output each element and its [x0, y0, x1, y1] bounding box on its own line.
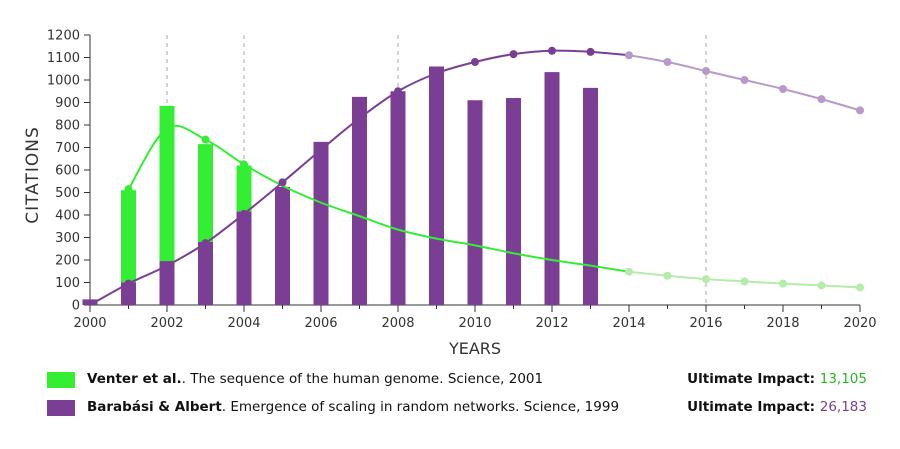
legend-item-venter: Venter et al.. The sequence of the human… — [47, 370, 867, 390]
point-barabasi-forecast-2014 — [625, 51, 633, 60]
y-tick-label: 800 — [55, 119, 80, 134]
point-barabasi-2003 — [201, 239, 210, 248]
point-barabasi-2006 — [317, 145, 325, 154]
point-barabasi-2004 — [240, 209, 248, 218]
y-tick-label: 1000 — [47, 74, 80, 89]
point-barabasi-2011 — [509, 50, 518, 59]
y-tick-label: 200 — [55, 254, 80, 269]
bar-barabasi-2007 — [352, 96, 367, 305]
bar-barabasi-2011 — [506, 98, 521, 305]
bar-barabasi-overlay-2002 — [159, 261, 175, 305]
legend-text-barabasi: . Emergence of scaling in random network… — [221, 399, 620, 415]
legend-swatch-barabasi — [47, 400, 75, 416]
bar-barabasi-2012 — [544, 72, 560, 305]
x-axis-label: YEARS — [448, 339, 501, 358]
x-tick-label: 2010 — [458, 316, 491, 331]
point-barabasi-2010 — [471, 58, 479, 66]
bar-barabasi-2009 — [429, 66, 444, 305]
x-tick-label: 2016 — [689, 316, 722, 331]
x-tick-label: 2008 — [381, 316, 414, 331]
point-barabasi-2005 — [278, 178, 287, 187]
bar-barabasi-overlay-2004 — [236, 211, 252, 305]
legend-impact-venter: Ultimate Impact: 13,105 — [687, 371, 867, 387]
x-tick-label: 2020 — [843, 316, 876, 331]
point-venter-forecast-2017 — [740, 277, 749, 286]
bar-barabasi-2005 — [275, 186, 290, 305]
y-tick-label: 600 — [55, 164, 80, 179]
x-tick-label: 2000 — [73, 316, 106, 331]
point-barabasi-2007 — [355, 114, 364, 123]
bar-venter-2001 — [121, 190, 136, 305]
point-venter-forecast-2020 — [856, 283, 864, 292]
bars — [82, 66, 598, 305]
legend-label-venter: Venter et al.. The sequence of the human… — [87, 371, 543, 387]
bar-barabasi-2000 — [82, 299, 98, 305]
legend-impact-barabasi: Ultimate Impact: 26,183 — [687, 399, 867, 415]
point-venter-forecast-2019 — [817, 281, 826, 290]
point-venter-forecast-2016 — [702, 275, 710, 284]
point-venter-2004 — [240, 160, 248, 169]
legend-text-venter: . The sequence of the human genome. Scie… — [181, 371, 544, 387]
point-barabasi-forecast-2016 — [702, 67, 710, 75]
point-barabasi-forecast-2020 — [856, 106, 864, 115]
point-barabasi-2001 — [124, 279, 133, 288]
point-venter-forecast-2018 — [779, 279, 787, 288]
point-barabasi-forecast-2018 — [779, 85, 787, 93]
y-tick-label: 500 — [55, 186, 80, 201]
x-tick-label: 2002 — [150, 316, 183, 331]
x-axis: 2000 2002 2004 2006 2008 2010 2012 2014 2016 2018… — [73, 304, 877, 331]
y-tick-label: 900 — [55, 96, 80, 111]
y-tick-label: 300 — [55, 231, 80, 246]
x-tick-label: 2006 — [304, 316, 337, 331]
y-tick-label: 0 — [72, 299, 80, 314]
point-barabasi-forecast-2015 — [663, 58, 672, 66]
points — [124, 46, 864, 292]
bar-barabasi-overlay-2001 — [121, 282, 136, 305]
legend-swatch-venter — [47, 372, 75, 388]
bar-barabasi-2006 — [313, 141, 329, 305]
y-tick-label: 100 — [55, 276, 80, 291]
y-axis: 0 100 200 300 400 500 600 700 800 900 1000 1100 1200 — [47, 29, 91, 314]
y-axis-label: CITATIONS — [23, 126, 43, 224]
y-tick-label: 1200 — [47, 29, 80, 44]
point-venter-2001 — [124, 185, 133, 194]
impact-value-venter: 13,105 — [819, 371, 867, 387]
x-tick-label: 2018 — [766, 316, 799, 331]
point-barabasi-2009 — [432, 69, 441, 78]
bar-barabasi-2013 — [583, 87, 598, 305]
bar-venter-2002 — [159, 105, 175, 305]
point-barabasi-2012 — [548, 46, 556, 55]
point-venter-forecast-2014 — [625, 267, 633, 276]
point-venter-2003 — [201, 135, 210, 144]
legend-name-venter: Venter et al. — [87, 371, 182, 387]
bar-barabasi-overlay-2003 — [198, 242, 213, 305]
point-barabasi-2002 — [163, 261, 171, 270]
point-barabasi-2008 — [394, 87, 402, 96]
y-tick-label: 1100 — [47, 51, 80, 66]
point-barabasi-forecast-2017 — [740, 76, 749, 84]
legend-name-barabasi: Barabási & Albert — [87, 399, 222, 415]
citation-chart: 2000 2002 2004 2006 2008 2010 2012 2014 2016 2018… — [23, 29, 877, 359]
x-tick-label: 2004 — [227, 316, 260, 331]
impact-label-venter: Ultimate Impact: — [687, 371, 820, 387]
point-barabasi-2013 — [586, 47, 595, 56]
y-tick-label: 400 — [55, 209, 80, 224]
impact-value-barabasi: 26,183 — [819, 399, 867, 415]
x-tick-label: 2012 — [535, 316, 568, 331]
point-venter-forecast-2015 — [663, 271, 672, 280]
legend-item-barabasi: Barabási & Albert. Emergence of scaling … — [47, 398, 867, 418]
bar-barabasi-2010 — [467, 100, 483, 305]
legend-label-barabasi: Barabási & Albert. Emergence of scaling … — [87, 399, 619, 415]
point-barabasi-forecast-2019 — [817, 95, 826, 104]
y-tick-label: 700 — [55, 141, 80, 156]
x-tick-label: 2014 — [612, 316, 645, 331]
impact-label-barabasi: Ultimate Impact: — [687, 399, 820, 415]
bar-barabasi-2008 — [390, 91, 406, 305]
